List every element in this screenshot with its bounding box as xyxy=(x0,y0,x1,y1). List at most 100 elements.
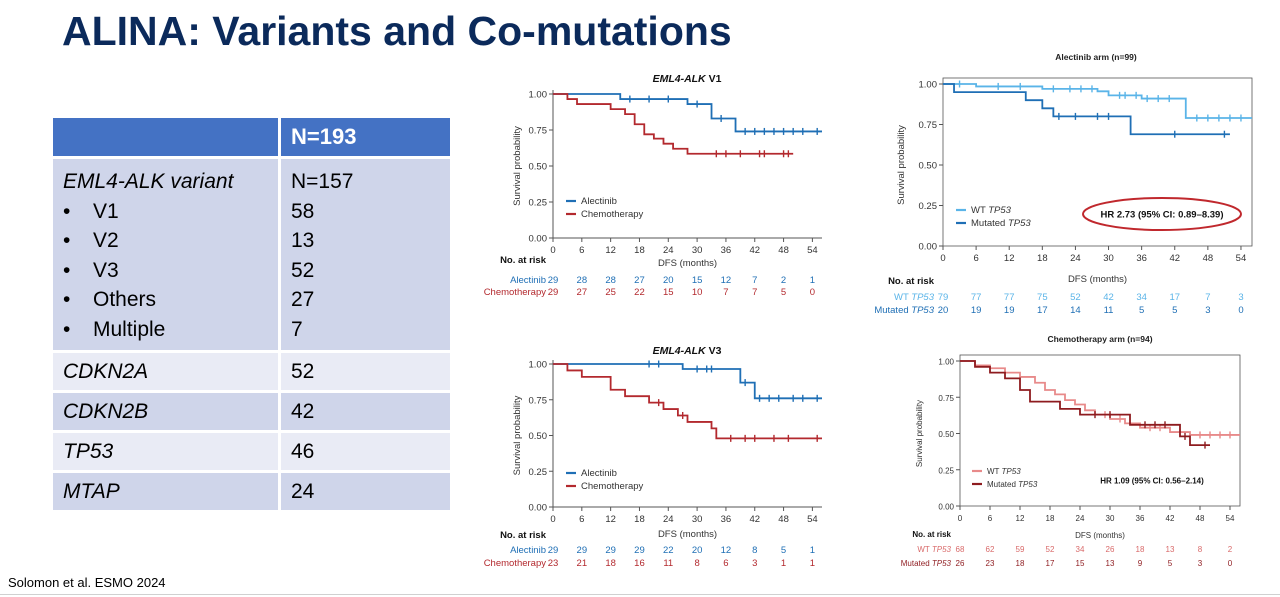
risk-value: 15 xyxy=(692,275,703,286)
risk-value: 6 xyxy=(723,558,728,569)
chart-title-rest: V1 xyxy=(706,73,722,85)
x-tick-label: 24 xyxy=(1070,253,1081,264)
x-tick-label: 12 xyxy=(1016,514,1025,523)
risk-value: 8 xyxy=(752,545,757,556)
risk-row-label: Alectinib xyxy=(510,275,546,286)
risk-value: 11 xyxy=(663,558,673,569)
risk-value: 22 xyxy=(634,287,645,298)
variant-value-v2: 13 xyxy=(291,229,315,252)
risk-value: 18 xyxy=(605,558,616,569)
risk-value: 7 xyxy=(1205,292,1210,303)
x-tick-label: 54 xyxy=(1226,514,1235,523)
legend-entry: Chemotherapy xyxy=(581,209,644,220)
risk-table-title: No. at risk xyxy=(912,530,951,539)
citation: Solomon et al. ESMO 2024 xyxy=(8,575,166,590)
y-tick-label: 0.00 xyxy=(919,242,938,253)
x-tick-label: 12 xyxy=(605,514,616,525)
risk-value: 20 xyxy=(692,545,703,556)
risk-value: 23 xyxy=(986,559,995,568)
x-tick-label: 18 xyxy=(634,245,645,256)
chart-title-rest: V3 xyxy=(706,345,722,357)
y-tick-label: 1.00 xyxy=(919,80,938,91)
chart-title: EML4-ALK V3 xyxy=(653,345,722,357)
risk-value: 52 xyxy=(1070,292,1081,303)
page-title: ALINA: Variants and Co-mutations xyxy=(62,8,732,54)
table-row-cdkn2a: CDKN2A 52 xyxy=(53,351,450,392)
y-axis-label: Survival probability xyxy=(915,400,924,467)
risk-value: 0 xyxy=(1228,559,1233,568)
x-tick-label: 30 xyxy=(1103,253,1114,264)
risk-value: 19 xyxy=(1004,305,1015,316)
legend-text: Mutated xyxy=(971,218,1008,229)
risk-value: 26 xyxy=(1106,545,1115,554)
x-tick-label: 18 xyxy=(634,514,645,525)
risk-value: 34 xyxy=(1076,545,1085,554)
risk-value: 5 xyxy=(1172,305,1177,316)
x-tick-label: 48 xyxy=(778,245,789,256)
legend-text: Mutated xyxy=(987,480,1018,489)
legend-entry: Mutated TP53 xyxy=(971,218,1031,229)
risk-value: 10 xyxy=(692,287,703,298)
km-curve-1 xyxy=(943,83,1230,136)
x-tick-label: 42 xyxy=(749,514,760,525)
hazard-ratio-annotation: HR 1.09 (95% CI: 0.56–2.14) xyxy=(1100,477,1204,486)
y-tick-label: 1.00 xyxy=(938,358,954,367)
legend-entry: Chemotherapy xyxy=(581,481,644,492)
y-tick-label: 0.50 xyxy=(529,431,548,442)
y-axis-label: Survival probability xyxy=(512,126,523,206)
risk-value: 3 xyxy=(752,558,757,569)
risk-value: 5 xyxy=(781,545,786,556)
risk-value: 20 xyxy=(663,275,674,286)
x-tick-label: 42 xyxy=(1166,514,1175,523)
risk-value: 1 xyxy=(810,275,815,286)
x-tick-label: 36 xyxy=(721,514,732,525)
risk-row-label: Chemotherapy xyxy=(484,287,547,298)
variant-item-multiple: • Multiple xyxy=(63,317,166,341)
x-tick-label: 30 xyxy=(1106,514,1115,523)
x-tick-label: 6 xyxy=(988,514,993,523)
risk-value: 79 xyxy=(938,292,949,303)
risk-value: 77 xyxy=(1004,292,1015,303)
risk-value: 27 xyxy=(577,287,588,298)
risk-value: 34 xyxy=(1136,292,1147,303)
risk-value: 28 xyxy=(577,275,588,286)
x-axis-label: DFS (months) xyxy=(1075,531,1125,540)
table-header-row: N=193 xyxy=(53,118,450,158)
x-tick-label: 42 xyxy=(749,245,760,256)
plot-frame xyxy=(959,354,1241,507)
risk-value: 2 xyxy=(1228,545,1233,554)
risk-value: 3 xyxy=(1198,559,1203,568)
risk-value: 62 xyxy=(986,545,995,554)
risk-value: 42 xyxy=(1103,292,1114,303)
risk-value: 68 xyxy=(956,545,965,554)
variant-item-v3: • V3 xyxy=(63,258,119,282)
risk-value: 3 xyxy=(1205,305,1210,316)
risk-value: 1 xyxy=(810,545,815,556)
risk-value: 1 xyxy=(781,558,786,569)
x-tick-label: 18 xyxy=(1046,514,1055,523)
risk-value: 14 xyxy=(1070,305,1081,316)
risk-row-label: Mutated TP53 xyxy=(901,559,952,568)
risk-value: 1 xyxy=(810,558,815,569)
table-row-variant: EML4-ALK variant • V1 • V2 • V3 • Others • Mu… xyxy=(53,157,450,352)
risk-value: 22 xyxy=(663,545,674,556)
risk-table-title: No. at risk xyxy=(888,276,935,287)
risk-value: 5 xyxy=(1168,559,1173,568)
risk-value: 21 xyxy=(577,558,588,569)
hr-highlight-ellipse xyxy=(1082,197,1242,231)
risk-table-title: No. at risk xyxy=(500,530,547,541)
variant-label: EML4-ALK variant xyxy=(63,170,234,193)
risk-value: 15 xyxy=(1076,559,1085,568)
risk-value: 29 xyxy=(577,545,588,556)
risk-value: 19 xyxy=(971,305,982,316)
risk-value: 25 xyxy=(605,287,616,298)
legend-entry: WT TP53 xyxy=(987,467,1021,476)
legend-text: WT xyxy=(971,205,988,216)
x-tick-label: 24 xyxy=(663,245,674,256)
x-tick-label: 36 xyxy=(1136,253,1147,264)
x-tick-label: 6 xyxy=(579,514,584,525)
legend-text-italic: TP53 xyxy=(1008,218,1031,229)
risk-value: 2 xyxy=(781,275,786,286)
x-tick-label: 6 xyxy=(579,245,584,256)
